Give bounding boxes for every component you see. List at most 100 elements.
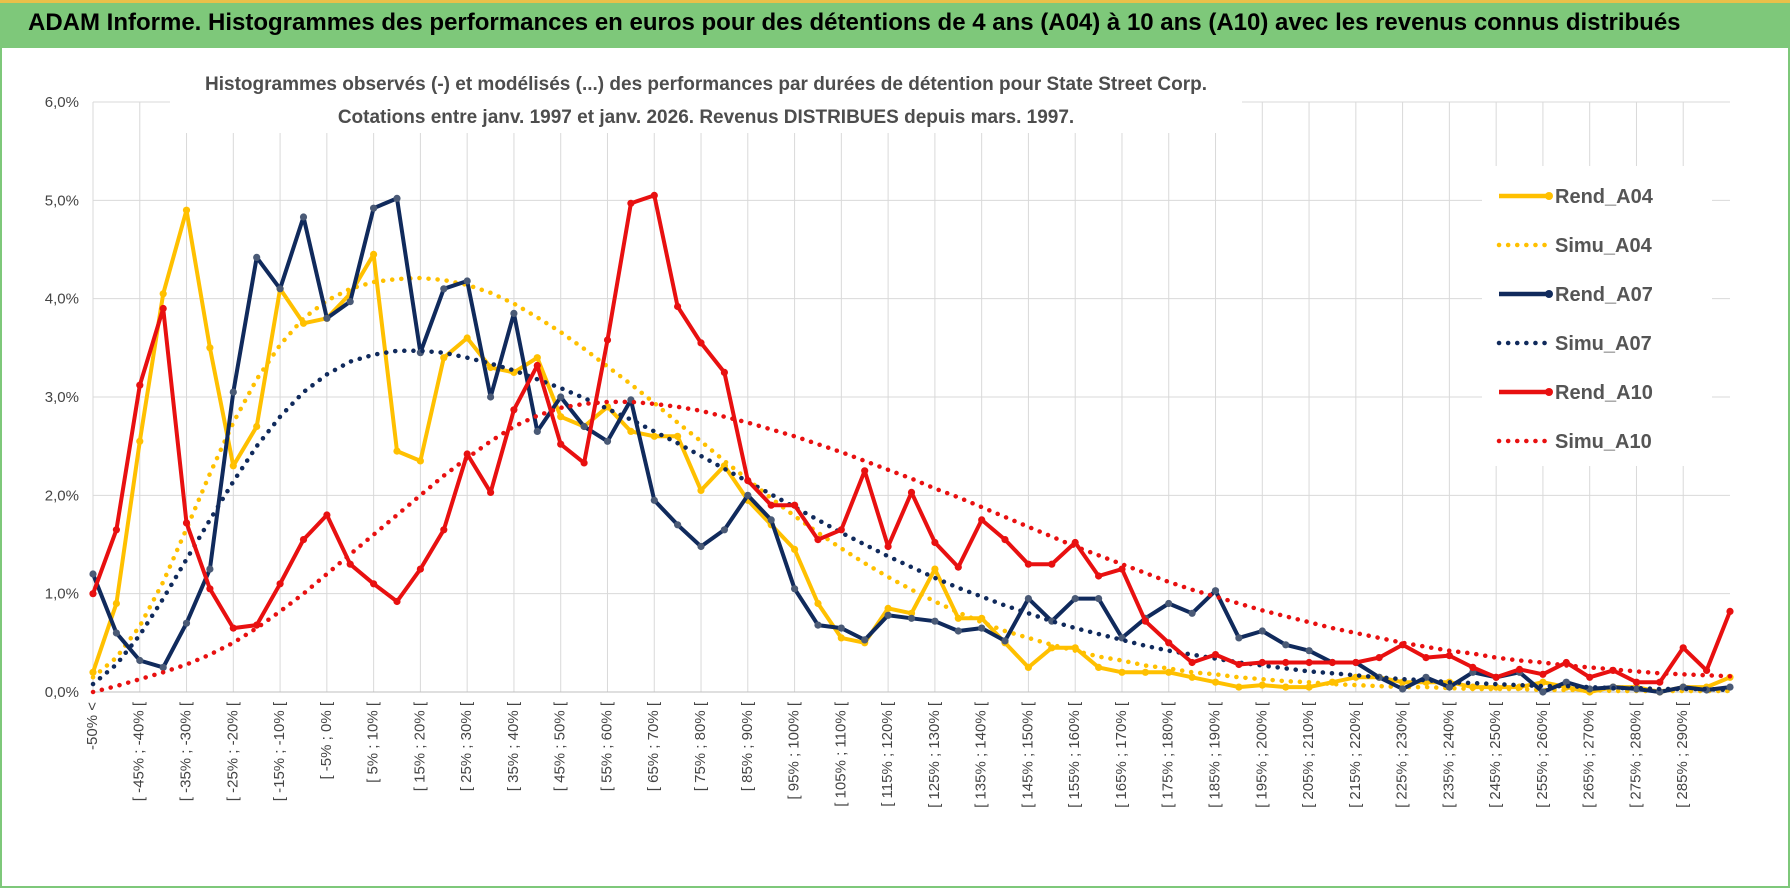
y-tick-label: 3,0% [45, 389, 79, 406]
point-Rend_A07 [837, 624, 845, 632]
point-Rend_A10 [861, 467, 869, 475]
point-Rend_A04 [1211, 678, 1220, 686]
x-tick-label: [ 95% ; 100% [ [786, 701, 803, 799]
point-Rend_A07 [299, 213, 308, 221]
point-Rend_A10 [837, 526, 845, 534]
x-tick-label: [ 35% ; 40% [ [505, 701, 522, 791]
y-tick-label: 5,0% [45, 192, 79, 209]
x-tick-label: [ 205% ; 210% [ [1300, 701, 1317, 808]
banner-title: ADAM Informe. Histogrammes des performan… [28, 9, 1681, 36]
x-tick-label: [ 155% ; 160% [ [1066, 701, 1083, 808]
x-tick-label: [ 5% ; 10% [ [365, 701, 382, 783]
legend-label: Simu_A04 [1555, 235, 1653, 257]
point-Rend_A10 [580, 459, 588, 467]
x-tick-label: [ 75% ; 80% [ [692, 701, 709, 791]
x-tick-label: [ 245% ; 250% [ [1487, 701, 1504, 808]
point-Rend_A07 [533, 427, 541, 435]
line-Simu_A04 [90, 275, 1733, 694]
point-Rend_A04 [206, 344, 214, 352]
point-Rend_A04 [1048, 644, 1056, 652]
point-Rend_A07 [884, 611, 892, 619]
point-Rend_A07 [487, 393, 495, 401]
x-tick-label: [ 85% ; 90% [ [739, 701, 756, 791]
point-Rend_A04 [533, 354, 541, 362]
point-Rend_A04 [229, 462, 237, 470]
line-Simu_A07 [90, 348, 1733, 693]
point-Rend_A04 [112, 599, 120, 608]
x-tick-label: [ 195% ; 200% [ [1253, 701, 1270, 808]
legend-marker [1545, 290, 1553, 298]
legend-label: Simu_A07 [1555, 333, 1652, 355]
chart-title-line2: Cotations entre janv. 1997 et janv. 2026… [338, 107, 1074, 128]
point-Rend_A10 [931, 538, 939, 547]
point-Rend_A07 [1165, 599, 1173, 608]
y-tick-label: 6,0% [45, 94, 79, 111]
point-Rend_A07 [720, 526, 729, 534]
point-Rend_A10 [229, 624, 237, 632]
point-Rend_A07 [323, 314, 331, 322]
point-Rend_A07 [1445, 683, 1453, 691]
point-Rend_A10 [907, 488, 916, 496]
legend-item-Simu_A04: Simu_A04 [1496, 235, 1653, 257]
legend-marker [1545, 192, 1553, 200]
point-Rend_A10 [1539, 670, 1547, 678]
point-Rend_A10 [1258, 658, 1266, 667]
point-Rend_A07 [182, 619, 191, 627]
point-Rend_A07 [229, 388, 237, 396]
point-Rend_A07 [1235, 634, 1243, 642]
legend-marker [1545, 388, 1553, 396]
point-Rend_A07 [440, 285, 448, 293]
point-Rend_A04 [440, 354, 448, 362]
point-Rend_A07 [674, 521, 682, 529]
point-Rend_A04 [182, 206, 191, 214]
point-Rend_A04 [791, 545, 799, 553]
chart-title-line1: Histogrammes observés (-) et modélisés (… [205, 74, 1207, 95]
point-Rend_A07 [978, 624, 986, 632]
point-Rend_A07 [1258, 627, 1266, 635]
title-banner: ADAM Informe. Histogrammes des performan… [0, 0, 1790, 48]
point-Rend_A10 [440, 526, 448, 534]
point-Rend_A07 [1095, 595, 1103, 603]
point-Rend_A10 [1328, 658, 1336, 667]
x-tick-label: [ 255% ; 260% [ [1534, 701, 1551, 808]
point-Rend_A04 [814, 599, 822, 608]
point-Rend_A10 [1726, 607, 1734, 616]
y-tick-label: 2,0% [45, 487, 79, 504]
point-Rend_A10 [510, 406, 518, 414]
x-tick-label: [ 55% ; 60% [ [598, 701, 615, 791]
point-Rend_A10 [1445, 652, 1453, 660]
chart-frame: 0,0% 1,0% 2,0% 3,0% 4,0% 5,0% 6,0% -50% < [ -45… [0, 48, 1790, 888]
point-Rend_A10 [1469, 663, 1477, 672]
x-tick-label: [ 215% ; 220% [ [1347, 701, 1364, 808]
point-Rend_A04 [931, 565, 939, 573]
x-tick-label: [ 15% ; 20% [ [411, 701, 428, 791]
legend-box [1482, 166, 1712, 466]
point-Rend_A10 [1515, 665, 1524, 674]
point-Rend_A07 [603, 437, 612, 445]
point-Rend_A10 [1024, 560, 1032, 568]
point-Rend_A07 [1399, 685, 1407, 693]
point-Rend_A07 [112, 629, 120, 637]
point-Rend_A07 [1726, 683, 1734, 691]
point-Rend_A10 [182, 519, 191, 527]
point-Rend_A04 [627, 427, 635, 435]
point-Rend_A10 [1679, 644, 1687, 652]
series-Simu_A07 [90, 348, 1733, 693]
point-Rend_A07 [791, 585, 799, 593]
point-Rend_A10 [1165, 639, 1173, 647]
point-Rend_A10 [1305, 658, 1313, 667]
point-Rend_A04 [1024, 663, 1032, 672]
point-Rend_A10 [650, 191, 658, 199]
point-Rend_A07 [814, 621, 822, 629]
x-tick-label: [ 25% ; 30% [ [458, 701, 475, 791]
point-Rend_A10 [1141, 617, 1149, 625]
point-Rend_A10 [1211, 651, 1220, 659]
point-Rend_A10 [884, 542, 892, 551]
point-Rend_A10 [370, 580, 378, 588]
point-Rend_A07 [1632, 685, 1641, 693]
point-Rend_A04 [1305, 683, 1313, 691]
legend-item-Rend_A07: Rend_A07 [1499, 284, 1653, 306]
point-Rend_A07 [1305, 647, 1313, 655]
point-Rend_A04 [1141, 668, 1149, 676]
point-Rend_A07 [1539, 688, 1547, 696]
